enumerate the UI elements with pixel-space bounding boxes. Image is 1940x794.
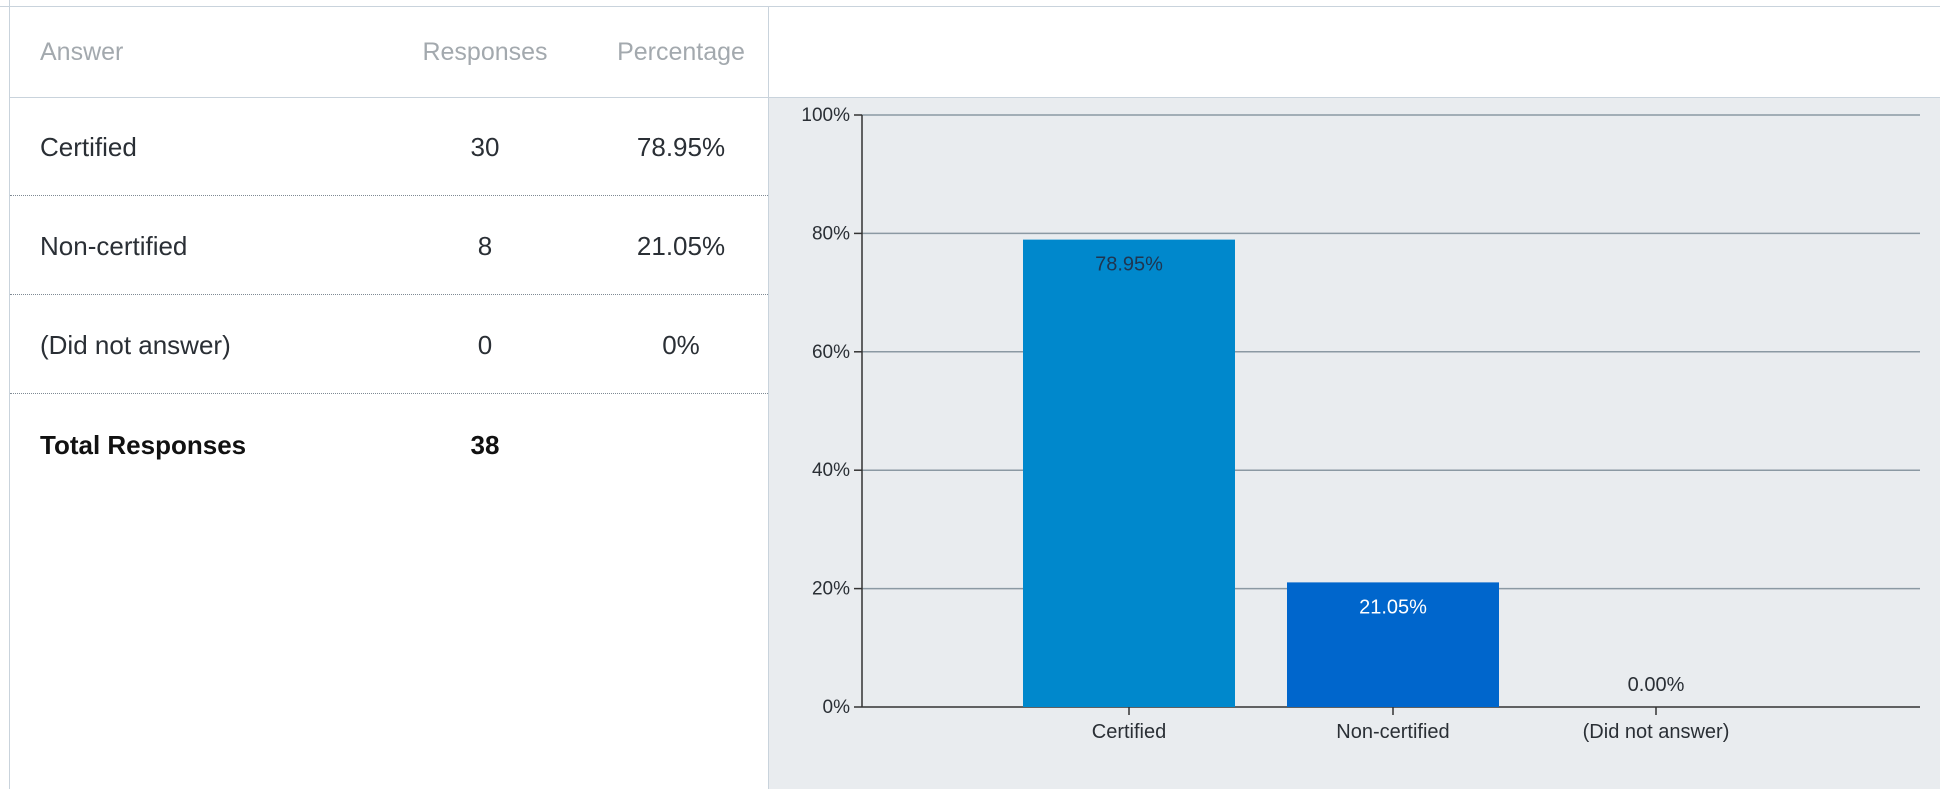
x-tick-label: Certified bbox=[1092, 721, 1166, 743]
row-answer: (Did not answer) bbox=[40, 329, 231, 360]
row-percentage: 21.05% bbox=[636, 230, 726, 261]
y-tick-label: 80% bbox=[812, 223, 850, 244]
data-label: 78.95% bbox=[1095, 254, 1163, 276]
y-tick-label: 40% bbox=[812, 460, 850, 481]
y-tick-label: 60% bbox=[812, 342, 850, 363]
row-divider bbox=[10, 393, 768, 394]
bar bbox=[1023, 239, 1235, 707]
total-label: Total Responses bbox=[40, 429, 247, 460]
total-row: Total Responses 38 bbox=[10, 396, 768, 494]
header-bottom-line bbox=[9, 97, 1940, 98]
total-responses: 38 bbox=[470, 429, 500, 460]
row-responses: 30 bbox=[470, 131, 500, 162]
bar-chart: 0% 20% 40% 60% 80% 100% Certified 78.95% Non-cer… bbox=[801, 105, 1920, 743]
header-percentage: Percentage bbox=[617, 37, 745, 66]
frame-left-line bbox=[9, 0, 10, 789]
x-tick-label: Non-certified bbox=[1336, 721, 1449, 743]
frame-top-line bbox=[0, 6, 1940, 7]
row-answer: Non-certified bbox=[40, 230, 188, 261]
chart-panel: 0% 20% 40% 60% 80% 100% Certified 78.95% Non-cer… bbox=[769, 98, 1940, 789]
y-tick-label: 0% bbox=[823, 697, 851, 718]
table-row: Certified 30 78.95% bbox=[10, 98, 768, 196]
y-tick-label: 20% bbox=[812, 579, 850, 600]
table-row: Non-certified 8 21.05% bbox=[10, 197, 768, 295]
header-responses: Responses bbox=[422, 37, 548, 66]
bar bbox=[1287, 582, 1499, 707]
data-label: 21.05% bbox=[1359, 596, 1427, 618]
table-row: (Did not answer) 0 0% bbox=[10, 296, 768, 394]
row-responses: 8 bbox=[477, 230, 493, 261]
row-percentage: 78.95% bbox=[636, 131, 726, 162]
row-divider bbox=[10, 195, 768, 196]
frame-divider-line bbox=[768, 6, 769, 789]
row-percentage: 0% bbox=[662, 329, 700, 360]
header-answer: Answer bbox=[40, 37, 124, 66]
x-tick-label: (Did not answer) bbox=[1583, 721, 1730, 743]
row-divider bbox=[10, 294, 768, 295]
y-tick-label: 100% bbox=[801, 105, 850, 126]
row-responses: 0 bbox=[477, 329, 493, 360]
row-answer: Certified bbox=[40, 131, 137, 162]
data-label: 0.00% bbox=[1628, 674, 1685, 696]
results-table: Answer Responses Percentage Certified 30… bbox=[10, 7, 768, 789]
